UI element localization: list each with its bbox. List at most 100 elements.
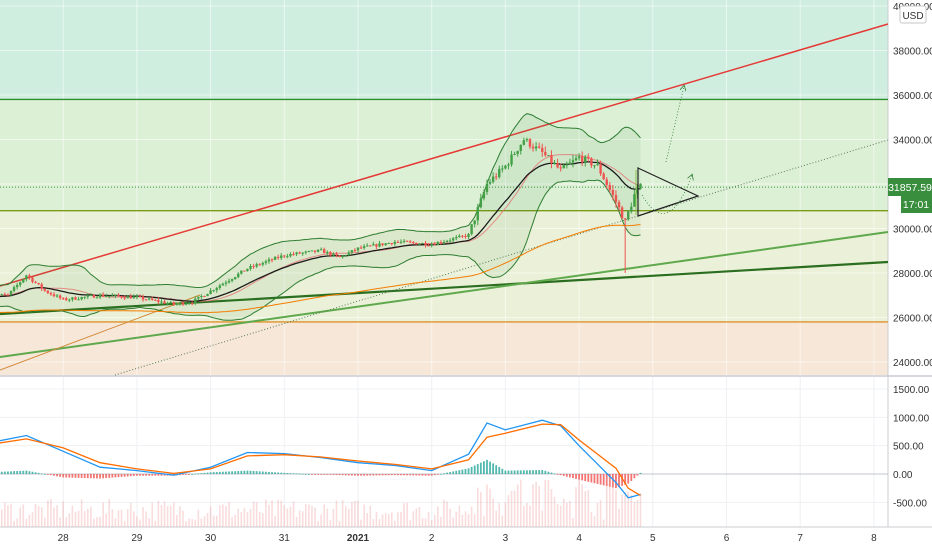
macd-histogram-bar xyxy=(360,474,362,476)
volume-bar xyxy=(166,506,169,527)
volume-bar xyxy=(384,512,387,527)
volume-bar xyxy=(609,476,611,527)
macd-histogram-bar xyxy=(105,474,108,479)
candle-body xyxy=(101,294,105,297)
volume-bar xyxy=(59,517,61,527)
volume-bar xyxy=(470,506,473,527)
macd-histogram-bar xyxy=(19,470,22,474)
macd-histogram-bar xyxy=(228,471,230,474)
candle-body xyxy=(574,158,578,161)
volume-bar xyxy=(363,504,365,527)
macd-histogram-bar xyxy=(37,472,40,474)
macd-histogram-bar xyxy=(203,472,206,474)
trendline-green[interactable] xyxy=(0,231,889,358)
candle-body xyxy=(206,293,209,297)
volume-bar xyxy=(523,506,525,527)
volume-bar xyxy=(311,505,313,527)
macd-histogram-bar xyxy=(440,473,442,475)
macd-histogram-bar xyxy=(427,474,430,476)
candle-body xyxy=(633,194,636,207)
triangle-pattern[interactable] xyxy=(635,86,700,217)
volume-bar xyxy=(612,478,614,527)
volume-bar xyxy=(639,493,642,527)
macd-histogram-bar xyxy=(221,471,224,474)
volume-bar xyxy=(262,513,264,527)
macd-histogram-bar xyxy=(194,473,197,475)
macd-histogram-bar xyxy=(495,465,498,474)
bollinger-upper xyxy=(0,113,641,289)
macd-histogram-bar xyxy=(320,474,323,475)
volume-bar xyxy=(615,490,617,527)
zone-upper xyxy=(0,0,888,100)
macd-histogram-bar xyxy=(25,470,28,474)
volume-bar xyxy=(495,510,497,527)
volume-bar xyxy=(43,517,46,527)
candle-body xyxy=(114,294,117,296)
volume-bar xyxy=(28,514,31,527)
trendline-orange[interactable] xyxy=(0,294,201,371)
candle-body xyxy=(396,241,400,243)
candle-body xyxy=(190,303,194,305)
candle-body xyxy=(498,168,501,177)
price-axis[interactable]: 24000.0026000.0028000.0030000.0032000.00… xyxy=(893,2,932,509)
projection-arrow-target[interactable] xyxy=(665,86,684,163)
price-tick-label: 24000.00 xyxy=(893,358,932,369)
volume-bar xyxy=(476,487,479,527)
macd-histogram-bar xyxy=(409,474,412,476)
candle-body xyxy=(187,303,191,305)
candle-body xyxy=(577,156,581,159)
candle-body xyxy=(421,243,424,245)
volume-bar xyxy=(50,499,52,527)
time-tick-label: 28 xyxy=(58,533,70,544)
candle-body xyxy=(470,224,473,235)
trendline-red[interactable] xyxy=(0,23,889,287)
volume-bar xyxy=(323,504,326,527)
macd-histogram-bar xyxy=(421,474,424,476)
volume-bar xyxy=(194,519,197,527)
projection-arrow-short[interactable] xyxy=(641,175,692,214)
volume-bar xyxy=(80,499,83,527)
triangle-pattern-shape[interactable] xyxy=(637,167,700,217)
volume-bar xyxy=(513,490,516,527)
macd-histogram-bar xyxy=(231,471,233,474)
volume-bar xyxy=(553,496,556,527)
volume-bar xyxy=(541,510,544,527)
volume-bar xyxy=(111,509,114,527)
macd-histogram-bar xyxy=(28,471,31,474)
volume-bar xyxy=(357,500,359,527)
macd-histogram-bar xyxy=(335,474,338,476)
candle-body xyxy=(412,242,415,244)
volume-bar xyxy=(105,513,107,527)
volume-bar xyxy=(286,508,289,527)
currency-label[interactable]: USD xyxy=(899,5,927,24)
candle-body xyxy=(525,139,529,141)
macd-histogram-bar xyxy=(406,474,409,476)
volume-bar xyxy=(25,519,28,527)
candle-body xyxy=(617,202,621,208)
candle-body xyxy=(160,301,163,303)
candle-body xyxy=(316,249,320,252)
candle-body xyxy=(366,245,369,247)
trendline-support[interactable] xyxy=(0,260,889,316)
trendlines[interactable] xyxy=(0,23,889,376)
volume-bar xyxy=(295,516,298,527)
volume-bar xyxy=(271,500,273,527)
macd-histogram-bar xyxy=(314,474,316,475)
macd-histogram-bar xyxy=(139,474,141,476)
horizontal-levels[interactable] xyxy=(0,98,888,323)
candle-body xyxy=(283,255,286,257)
candle-body xyxy=(402,240,406,242)
volume-bar xyxy=(117,510,120,527)
time-axis[interactable]: 28 29 30 31 2021 2 3 4 5 6 7 8 xyxy=(58,533,877,544)
macd-histogram-bar xyxy=(565,474,568,477)
candle-body xyxy=(415,242,418,245)
macd-histogram-bar xyxy=(197,473,200,475)
macd-histogram-bar xyxy=(513,470,516,474)
macd-histogram-bar xyxy=(271,472,273,474)
candle-body xyxy=(203,296,206,298)
volume-bar xyxy=(108,499,111,527)
candle-body xyxy=(65,298,68,301)
volume-bar xyxy=(77,510,80,527)
